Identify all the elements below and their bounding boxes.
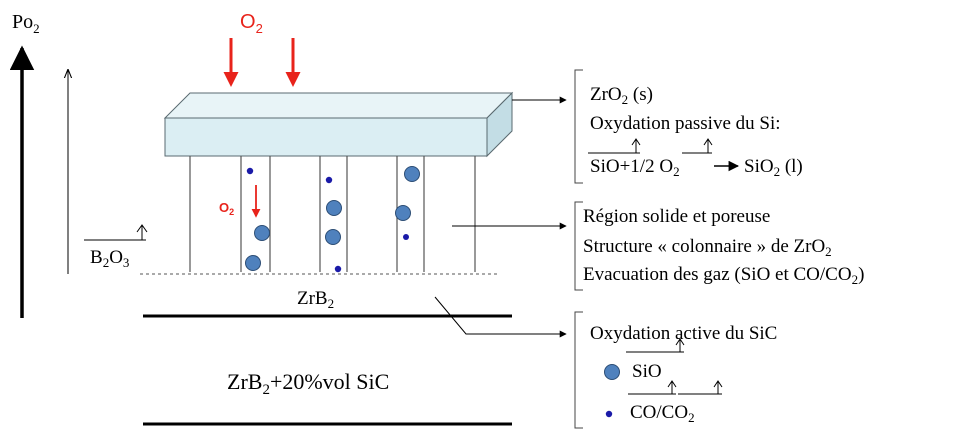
box3-active-oxidation: Oxydation active du SiC SiO CO/CO2 <box>590 323 777 425</box>
svg-text:Région solide et poreuse: Région solide et poreuse <box>583 206 770 227</box>
bracket-box1 <box>574 69 583 184</box>
svg-text:SiO+1/2 O2: SiO+1/2 O2 <box>590 156 680 179</box>
co-bubble <box>403 234 409 240</box>
bracket-box3 <box>574 311 583 429</box>
svg-text:Oxydation passive du Si:: Oxydation passive du Si: <box>590 113 781 134</box>
sio-bubble <box>404 166 420 182</box>
svg-text:Structure « colonnaire » de Zr: Structure « colonnaire » de ZrO2 <box>583 236 832 259</box>
gas-bubbles <box>245 166 420 273</box>
o2-top-label: O2 <box>240 11 263 36</box>
bracket-box2 <box>574 201 583 291</box>
o2-inner-label: O2 <box>219 200 234 217</box>
svg-text:ZrO2 (s): ZrO2 (s) <box>590 84 653 107</box>
legend-sio-label: SiO <box>632 361 662 382</box>
svg-text:B2O3: B2O3 <box>90 247 129 270</box>
box2-porous-region: Région solide et poreuse Structure « col… <box>583 206 864 287</box>
sio-bubble <box>245 255 261 271</box>
legend-co-label: CO/CO2 <box>630 402 695 425</box>
sio-bubble <box>254 225 270 241</box>
connector-arrow-3 <box>434 296 567 338</box>
b2o3-label: B2O3 <box>84 224 148 270</box>
svg-text:Oxydation active du SiC: Oxydation active du SiC <box>590 323 777 344</box>
legend-co-dot <box>605 410 613 418</box>
svg-text:SiO2 (l): SiO2 (l) <box>744 156 803 179</box>
box1-passive-oxidation: ZrO2 (s) Oxydation passive du Si: SiO+1/… <box>588 84 803 179</box>
svg-text:Evacuation des gaz (SiO et CO/: Evacuation des gaz (SiO et CO/CO2) <box>583 264 864 287</box>
sio-bubble <box>325 229 341 245</box>
legend-sio-bubble <box>604 364 620 380</box>
co-bubble <box>325 176 333 184</box>
zrb2-layer-label: ZrB2 <box>297 288 334 311</box>
substrate-label: ZrB2+20%vol SiC <box>227 369 389 398</box>
zro2-oxide-block <box>163 91 514 158</box>
co-bubble <box>334 265 342 273</box>
co-bubble <box>246 167 254 175</box>
po2-label: Po2 <box>12 11 40 36</box>
sio-bubble <box>326 200 342 216</box>
sio-bubble <box>395 205 411 221</box>
